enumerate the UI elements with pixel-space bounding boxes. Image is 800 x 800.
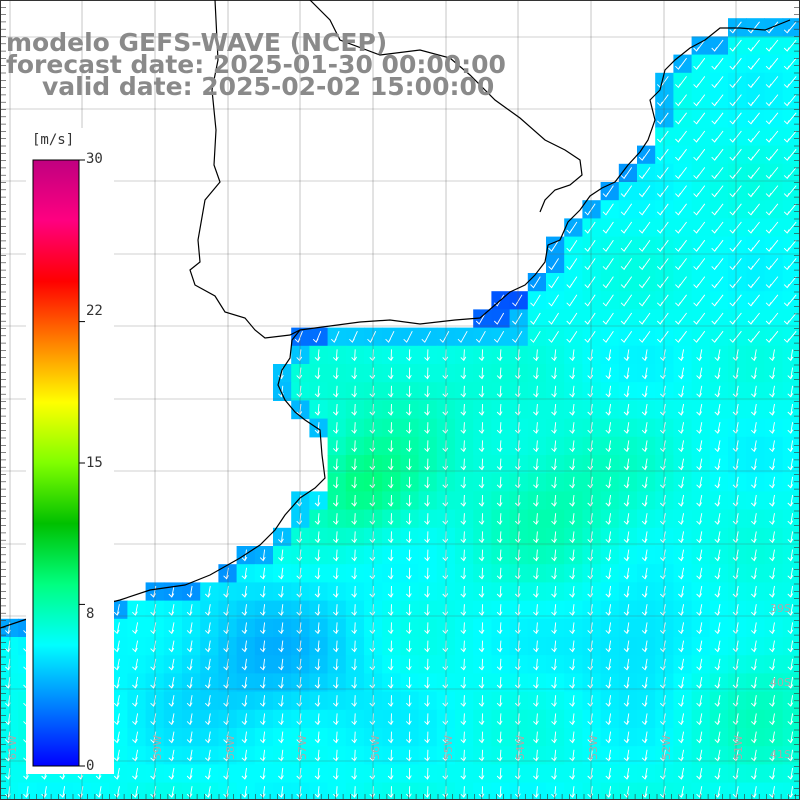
title-valid-date: valid date: 2025-02-02 15:00:00 [42, 72, 495, 101]
lon-label: 53W [587, 735, 600, 760]
colorbar-tick-label: 0 [86, 758, 95, 774]
coastline [189, 0, 791, 339]
colorbar [26, 128, 114, 774]
lon-label: 59W [151, 735, 164, 760]
lon-label: 56W [369, 735, 382, 760]
lon-label: 57W [296, 735, 309, 760]
colorbar-unit: [m/s] [32, 132, 75, 148]
lon-label: 52W [660, 735, 673, 760]
title-forecast-date: forecast date: 2025-01-30 00:00:00 [6, 50, 506, 79]
lat-label: 41S [770, 748, 791, 761]
lon-label: 55W [442, 735, 455, 760]
colorbar-tick-label: 15 [86, 455, 103, 471]
lon-label: 61W [6, 735, 19, 760]
lat-label: 39S [770, 602, 791, 615]
title-model: modelo GEFS-WAVE (NCEP) [6, 28, 388, 57]
lon-label: 51W [732, 735, 745, 760]
colorbar-scale [32, 159, 80, 767]
colorbar-tick-label: 8 [86, 606, 95, 622]
colorbar-tick-label: 30 [86, 151, 103, 167]
lat-label: 40S [770, 676, 791, 689]
colorbar-tick-label: 22 [86, 303, 103, 319]
lon-label: 58W [224, 735, 237, 760]
lon-label: 54W [514, 735, 527, 760]
